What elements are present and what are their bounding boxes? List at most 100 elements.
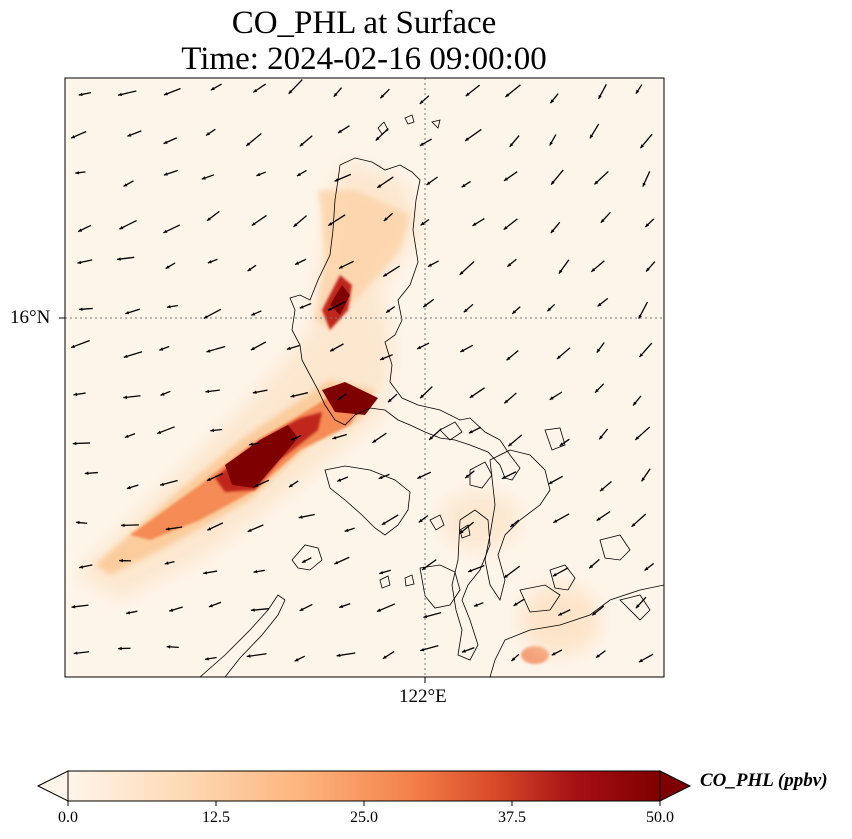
wind-arrow-head: [289, 483, 293, 488]
wind-arrow-head: [165, 265, 170, 269]
wind-arrow-head: [251, 608, 255, 612]
wind-arrow-head: [638, 658, 643, 663]
wind-arrow-head: [286, 346, 291, 350]
wind-arrow-head: [123, 183, 128, 187]
wind-arrow-head: [549, 141, 553, 146]
wind-arrow-head: [372, 439, 377, 443]
wind-arrow-head: [118, 646, 122, 651]
wind-arrow-head: [461, 183, 466, 188]
wind-arrow-head: [336, 653, 341, 657]
map-panel: [59, 77, 665, 683]
wind-arrow-head: [250, 346, 255, 351]
wind-arrow-head: [165, 527, 170, 531]
plume-southeast-faint: [520, 585, 600, 655]
wind-arrow-head: [163, 140, 168, 144]
cuyo-islands: [379, 574, 415, 589]
wind-arrow-head: [552, 573, 557, 577]
wind-arrow-head: [117, 257, 121, 261]
wind-arrow-head: [465, 137, 469, 141]
wind-arrow-head: [553, 519, 558, 523]
wind-arrow-head: [646, 267, 650, 272]
wind-arrow-head: [206, 132, 210, 136]
wind-arrow-head: [334, 560, 339, 565]
wind-arrow-head: [207, 217, 211, 221]
wind-arrow-head: [203, 315, 208, 319]
wind-arrow-head: [298, 515, 303, 519]
wind-arrow-head: [510, 523, 515, 527]
wind-arrow-head: [460, 348, 465, 352]
wind-arrow-head: [468, 568, 472, 573]
wind-arrow-head: [254, 483, 259, 487]
wind-arrow-head: [124, 434, 129, 438]
wind-arrow-head: [166, 305, 171, 309]
babuyan-islands: [377, 114, 441, 135]
wind-arrow-head: [429, 436, 433, 440]
wind-arrow-head: [473, 603, 478, 607]
wind-arrow-head: [71, 344, 75, 348]
wind-arrow-head: [559, 442, 564, 446]
wind-arrow-head: [328, 222, 333, 226]
negros-cebu-coast: [451, 509, 491, 661]
palawan-coast: [199, 594, 286, 677]
wind-arrow-head: [383, 217, 388, 221]
wind-arrow-head: [126, 485, 131, 490]
wind-arrow-head: [249, 442, 253, 446]
wind-arrow-head: [639, 353, 644, 357]
wind-arrow-head: [558, 612, 563, 616]
wind-arrow-head: [594, 180, 599, 185]
wind-arrow-head: [419, 100, 424, 104]
wind-arrow-head: [126, 611, 131, 615]
luzon-coast: [289, 157, 521, 481]
wind-arrow-head: [596, 517, 601, 521]
wind-arrow-head: [551, 652, 556, 656]
wind-arrow-head: [645, 223, 650, 227]
wind-arrow-head: [246, 654, 251, 658]
wind-arrow-head: [247, 528, 252, 532]
wind-arrow-head: [504, 574, 508, 578]
wind-arrow-head: [644, 566, 649, 571]
wind-arrow-head: [420, 221, 425, 226]
wind-arrow-head: [463, 308, 468, 313]
colorbar-label: CO_PHL (ppbv): [700, 770, 828, 791]
wind-arrow-head: [207, 260, 212, 264]
colorbar-tick-label: 12.5: [202, 809, 230, 826]
wind-arrow-head: [290, 394, 295, 398]
wind-arrow-head: [159, 347, 164, 351]
wind-arrow-head: [423, 614, 428, 619]
wind-arrow-head: [206, 477, 211, 481]
wind-arrow-head: [78, 307, 83, 311]
wind-arrow-head: [386, 309, 390, 313]
wind-arrow-head: [338, 265, 343, 269]
wind-arrow-head: [418, 518, 423, 523]
polillo-coast: [439, 421, 463, 441]
wind-arrow-head: [600, 487, 604, 492]
wind-arrow-head: [635, 604, 640, 609]
bohol-coast: [519, 584, 561, 613]
wind-arrow-head: [420, 648, 425, 652]
wind-arrow-head: [505, 93, 510, 97]
masbate-coast: [469, 461, 493, 489]
wind-arrow-head: [206, 349, 211, 353]
wind-arrow-head: [381, 521, 386, 525]
wind-arrow-head: [376, 608, 381, 612]
wind-arrow-head: [253, 569, 258, 574]
wind-arrow-head: [119, 558, 123, 563]
wind-arrow-head: [417, 475, 422, 479]
wind-arrow-head: [468, 430, 473, 434]
wind-arrow-head: [596, 348, 601, 353]
wind-arrow-head: [465, 474, 470, 479]
latitude-label: 16°N: [10, 307, 51, 328]
wind-arrow-head: [301, 559, 306, 563]
map-title: CO_PHL at Surface: [231, 5, 497, 41]
wind-arrow-head: [333, 92, 338, 97]
wind-arrow-head: [123, 354, 128, 358]
wind-arrow-head: [377, 184, 382, 188]
wind-arrow-head: [160, 392, 165, 396]
colorbar-gradient: [67, 770, 661, 802]
wind-arrow-head: [503, 226, 508, 230]
wind-arrow-head: [417, 345, 422, 349]
calamian-coast: [291, 544, 323, 571]
wind-arrow-head: [338, 129, 342, 133]
colorbar-extend-max: [659, 770, 692, 802]
wind-arrow-head: [556, 355, 561, 360]
